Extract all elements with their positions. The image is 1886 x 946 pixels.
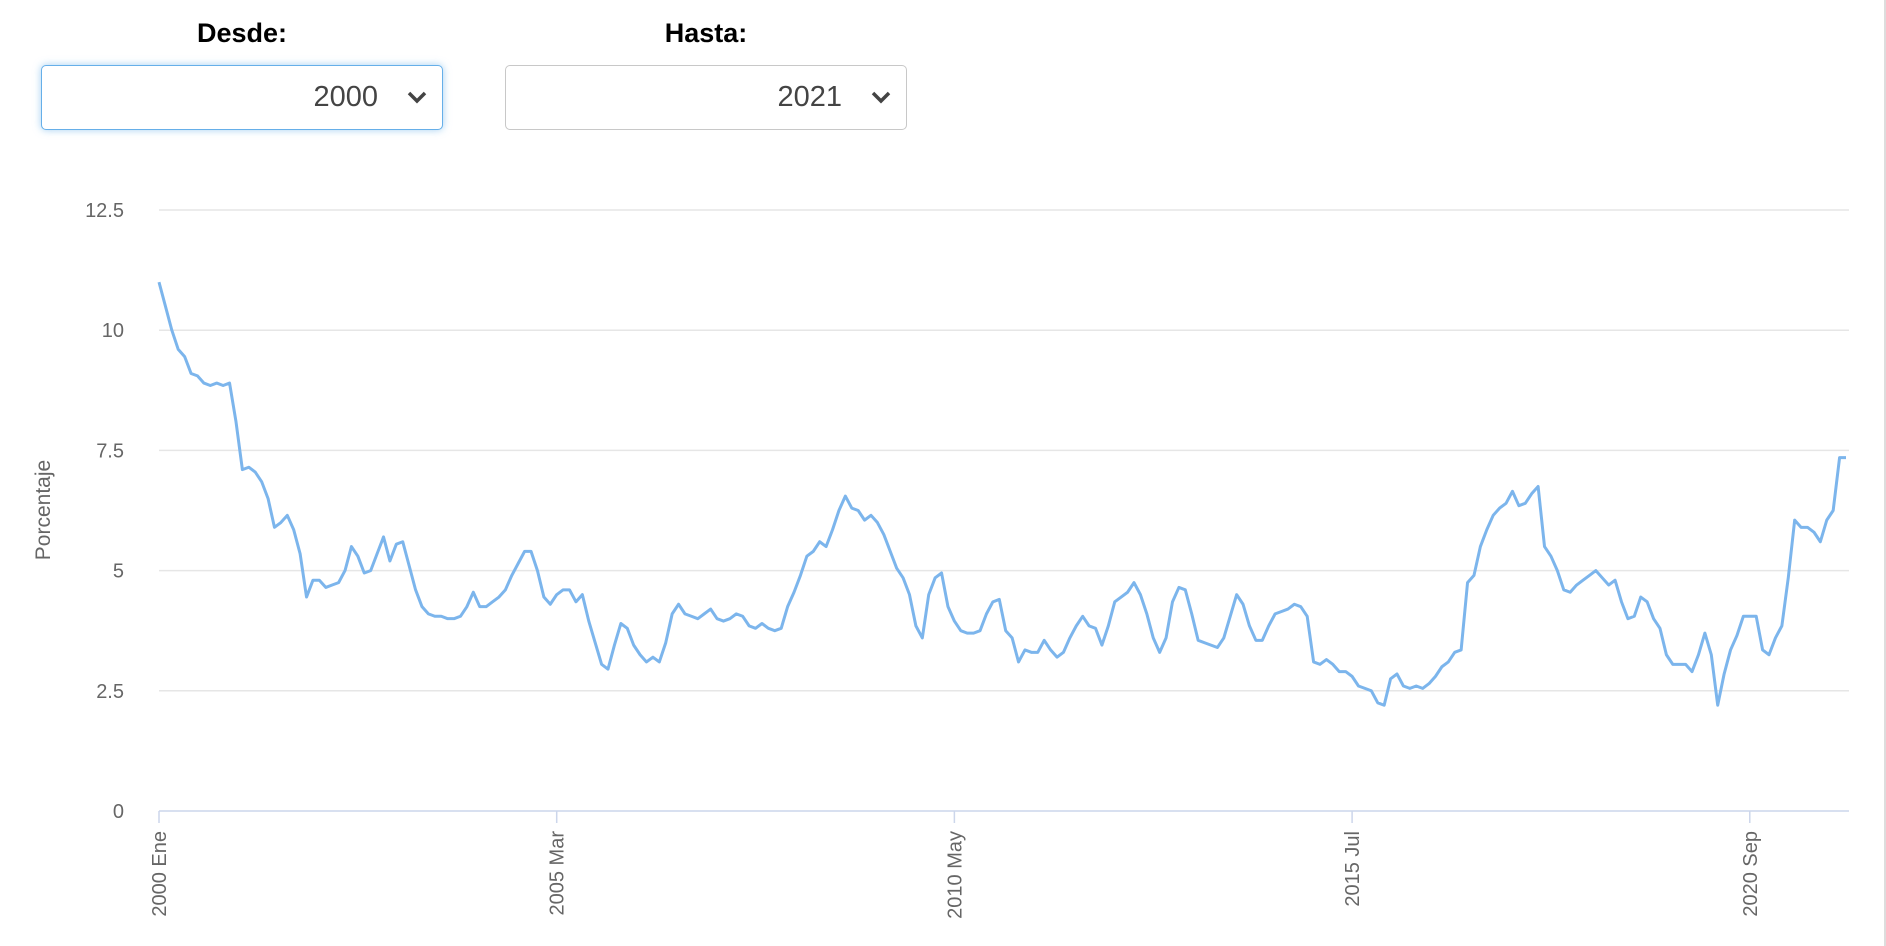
y-tick-label: 10 — [102, 320, 124, 342]
y-tick-label: 5 — [113, 561, 124, 583]
to-select[interactable]: 2021 — [505, 65, 907, 130]
x-tick-label: 2005 Mar — [547, 831, 569, 916]
line — [157, 281, 1846, 707]
y-axis-title: Porcentaje — [32, 460, 55, 560]
x-tick-label: 2010 May — [944, 831, 966, 919]
to-value: 2021 — [777, 81, 842, 113]
chevron — [407, 91, 427, 104]
x-tick-label: 2000 Ene — [149, 831, 171, 917]
from-select[interactable]: 2000 — [41, 65, 443, 130]
x-tick-label: 2015 Jul — [1342, 831, 1364, 907]
from-value: 2000 — [313, 81, 378, 113]
chevron — [871, 91, 891, 104]
y-tick-label: 7.5 — [96, 440, 124, 462]
y-tick-label: 0 — [113, 801, 124, 823]
to-label: Hasta: — [664, 18, 748, 48]
y-tick-label: 12.5 — [85, 200, 124, 222]
y-tick-label: 2.5 — [96, 681, 124, 703]
x-tick-label: 2020 Sep — [1740, 831, 1762, 917]
from-label: Desde: — [196, 18, 288, 48]
